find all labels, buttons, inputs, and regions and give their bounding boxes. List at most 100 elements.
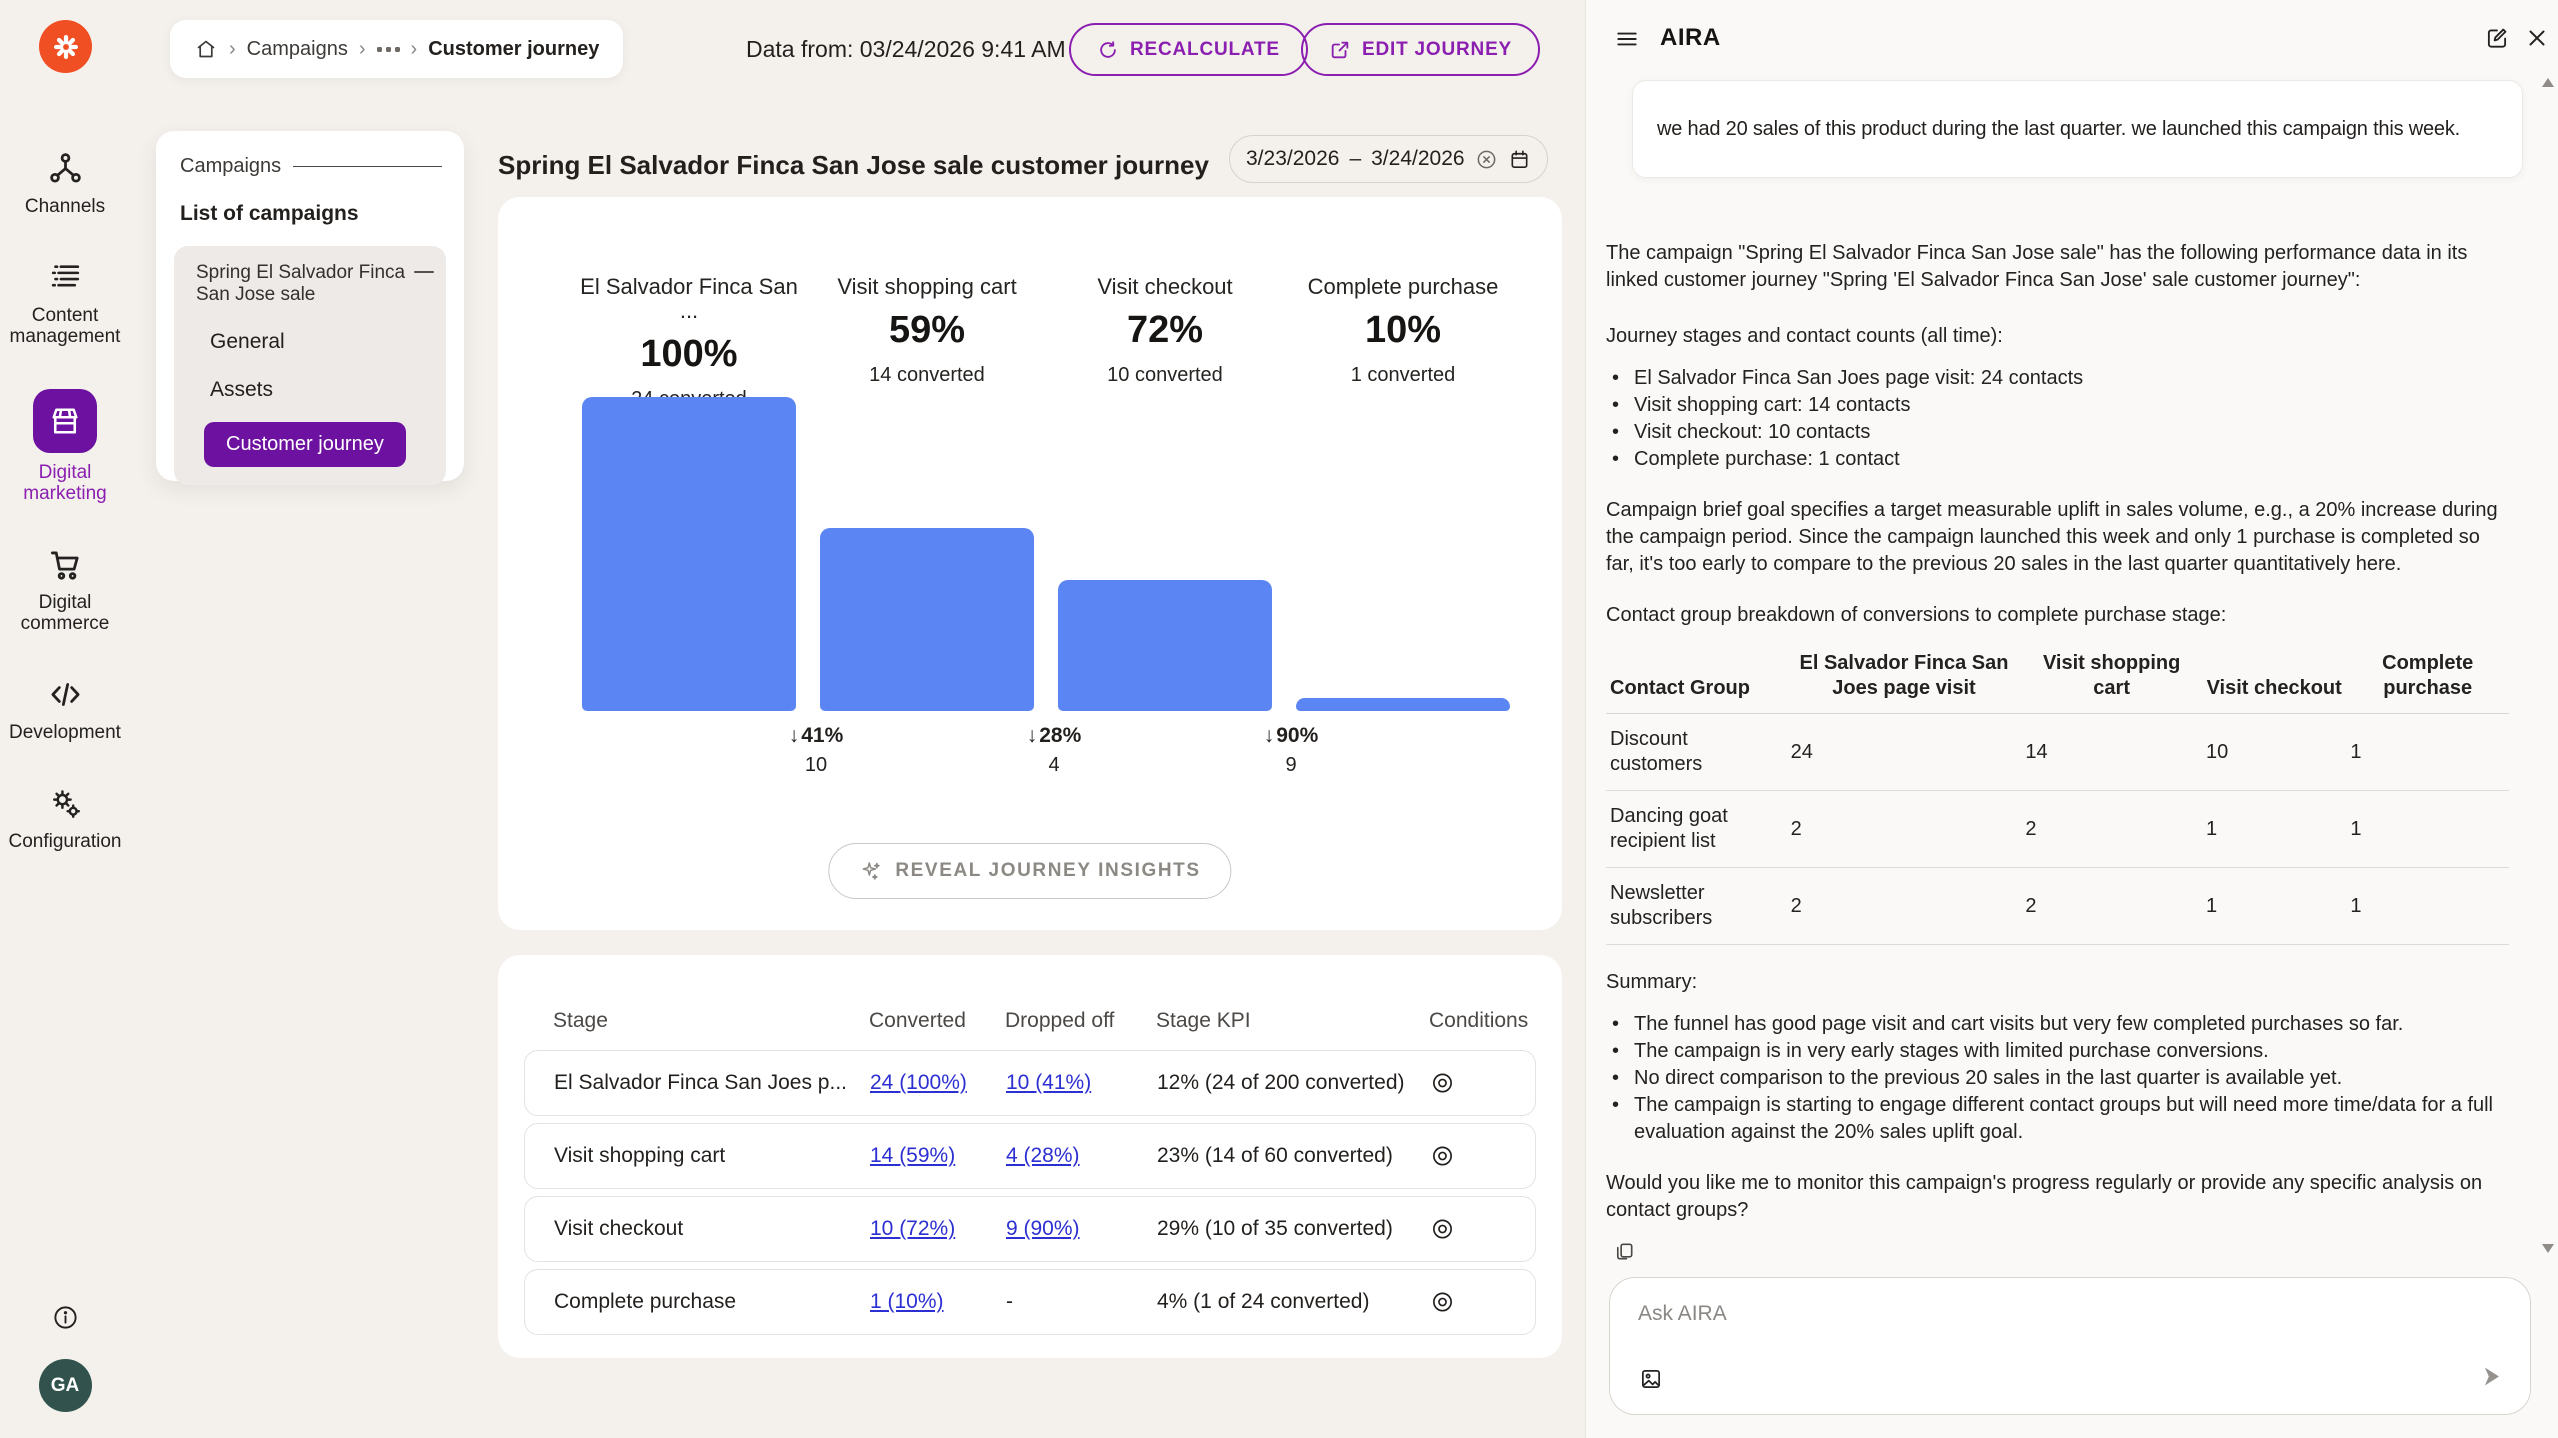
copy-response-icon[interactable]	[1613, 1240, 1636, 1263]
dropoff-percent: 28%	[1039, 724, 1082, 747]
campaign-subitem-customer-journey[interactable]: Customer journey	[204, 422, 406, 467]
stage-cell: Visit checkout	[554, 1217, 684, 1240]
close-icon[interactable]	[2524, 25, 2550, 51]
dropoff-label: ↓90% 9	[1221, 724, 1361, 777]
conditions-eye-icon[interactable]	[1430, 1217, 1455, 1242]
stage-converted: 1 converted	[1350, 364, 1456, 386]
sidebar-item-digital-marketing[interactable]: Digital marketing	[5, 389, 125, 504]
contact-table-header: Contact Group	[1606, 647, 1787, 714]
converted-link[interactable]: 10 (72%)	[870, 1217, 956, 1240]
content-management-icon	[47, 259, 84, 296]
campaign-name: Spring El Salvador Finca San Jose sale	[196, 262, 406, 305]
sidebar-item-configuration[interactable]: Configuration	[5, 785, 125, 852]
menu-hamburger-icon[interactable]	[1614, 26, 1640, 52]
dropoff-count: 9	[1285, 754, 1297, 776]
date-range-picker[interactable]: 3/23/2026 – 3/24/2026	[1229, 135, 1548, 183]
campaign-subitem-assets[interactable]: Assets	[210, 378, 274, 401]
sidebar-item-digital-commerce[interactable]: Digital commerce	[5, 546, 125, 634]
sitecore-logo[interactable]	[39, 20, 92, 73]
edit-journey-label: EDIT JOURNEY	[1362, 38, 1513, 60]
contact-group-cell: Newsletter subscribers	[1606, 867, 1787, 945]
campaign-item[interactable]: Spring El Salvador Finca San Jose sale	[196, 262, 434, 306]
dropoff-count: 4	[1048, 754, 1060, 776]
send-message-icon[interactable]	[2477, 1363, 2504, 1390]
user-message-bubble: we had 20 sales of this product during t…	[1632, 80, 2523, 178]
date-end: 3/24/2026	[1371, 147, 1465, 170]
reveal-journey-insights-button[interactable]: REVEAL JOURNEY INSIGHTS	[828, 843, 1232, 899]
stage-cell: El Salvador Finca San Joes p...	[554, 1071, 847, 1094]
scrollbar-up-arrow[interactable]	[2542, 78, 2554, 87]
dropoff-label: ↓41% 10	[746, 724, 886, 777]
recalculate-label: RECALCULATE	[1130, 38, 1280, 60]
aira-assistant-panel: AIRA we had 20 sales of this product dur…	[1585, 0, 2558, 1438]
response-paragraph: Contact group breakdown of conversions t…	[1606, 604, 2227, 626]
sidebar-item-label: Digital marketing	[23, 462, 107, 504]
recalculate-button[interactable]: RECALCULATE	[1069, 23, 1308, 76]
dropped-off-link[interactable]: 4 (28%)	[1006, 1144, 1080, 1167]
campaign-subitem-general[interactable]: General	[210, 330, 285, 353]
contact-count-cell: 2	[2021, 867, 2202, 945]
breadcrumb: › Campaigns › › Customer journey	[170, 20, 624, 78]
down-arrow-icon: ↓	[1263, 724, 1275, 747]
chevron-right-icon: ›	[358, 37, 366, 60]
stage-kpi-cell: 23% (14 of 60 converted)	[1157, 1144, 1393, 1167]
date-start: 3/23/2026	[1246, 147, 1340, 170]
stage-cell: Visit shopping cart	[554, 1144, 726, 1167]
contact-table-row: Discount customers 24 14 10 1	[1606, 713, 2509, 791]
data-from-timestamp: Data from: 03/24/2026 9:41 AM	[746, 36, 1066, 62]
sidebar-item-label: Configuration	[8, 831, 122, 852]
funnel-chart-card: El Salvador Finca San ... 100% 24 conver…	[498, 197, 1562, 930]
response-paragraph: The campaign "Spring El Salvador Finca S…	[1606, 242, 2468, 291]
new-chat-compose-icon[interactable]	[2484, 25, 2510, 51]
contact-count-cell: 2	[1786, 867, 2022, 945]
sidebar-item-development[interactable]: Development	[5, 676, 125, 743]
collapse-dash-icon[interactable]	[414, 271, 434, 273]
dropoff-count: 10	[804, 754, 828, 776]
ask-aira-input[interactable]	[1636, 1300, 2480, 1364]
edit-journey-button[interactable]: EDIT JOURNEY	[1301, 23, 1541, 76]
down-arrow-icon: ↓	[788, 724, 800, 747]
dropoff-percent: 41%	[801, 724, 844, 747]
dropped-off-empty: -	[1006, 1290, 1013, 1313]
converted-link[interactable]: 24 (100%)	[870, 1071, 967, 1094]
breadcrumb-ellipsis-icon[interactable]	[376, 46, 400, 52]
calendar-icon[interactable]	[1508, 148, 1531, 171]
dropped-off-link[interactable]: 9 (90%)	[1006, 1217, 1080, 1240]
user-message-text: we had 20 sales of this product during t…	[1657, 117, 2460, 140]
response-paragraph: Journey stages and contact counts (all t…	[1606, 325, 2003, 347]
active-nav-tile	[33, 389, 97, 453]
dropped-off-link[interactable]: 10 (41%)	[1006, 1071, 1092, 1094]
column-header-stage: Stage	[553, 1009, 608, 1032]
clear-date-icon[interactable]	[1475, 148, 1498, 171]
stage-table-card: Stage Converted Dropped off Stage KPI Co…	[498, 955, 1562, 1358]
stage-name: El Salvador Finca San ...	[580, 274, 798, 323]
chevron-right-icon: ›	[229, 37, 236, 60]
home-icon[interactable]	[194, 37, 218, 61]
converted-link[interactable]: 14 (59%)	[870, 1144, 956, 1167]
info-icon[interactable]	[52, 1304, 79, 1331]
conditions-eye-icon[interactable]	[1430, 1071, 1455, 1096]
rail-bottom: GA	[0, 1304, 130, 1412]
edit-external-icon	[1329, 39, 1351, 61]
breadcrumb-campaigns[interactable]: Campaigns	[246, 37, 348, 60]
attach-image-icon[interactable]	[1638, 1366, 1664, 1392]
contact-table-header: El Salvador Finca San Joes page visit	[1786, 647, 2022, 714]
stage-kpi-cell: 29% (10 of 35 converted)	[1157, 1217, 1393, 1240]
column-header-conditions: Conditions	[1429, 1009, 1529, 1032]
sidebar-item-channels[interactable]: Channels	[5, 150, 125, 217]
channels-icon	[47, 150, 84, 187]
funnel-stage-header: El Salvador Finca San ... 100% 24 conver…	[570, 275, 808, 411]
refresh-icon	[1097, 39, 1119, 61]
contact-count-cell: 10	[2201, 713, 2347, 791]
funnel-bar	[820, 528, 1034, 711]
conditions-eye-icon[interactable]	[1430, 1290, 1455, 1315]
converted-link[interactable]: 1 (10%)	[870, 1290, 944, 1313]
user-avatar[interactable]: GA	[38, 1359, 92, 1412]
conditions-eye-icon[interactable]	[1430, 1144, 1455, 1169]
scrollbar-down-arrow[interactable]	[2542, 1244, 2554, 1253]
contact-table-header: Visit shopping cart	[2021, 647, 2202, 714]
contact-table-body: Discount customers 24 14 10 1 Dancing goat re…	[1606, 713, 2509, 945]
logo-burst-icon	[49, 30, 83, 64]
sidebar-item-content-management[interactable]: Content management	[5, 259, 125, 347]
